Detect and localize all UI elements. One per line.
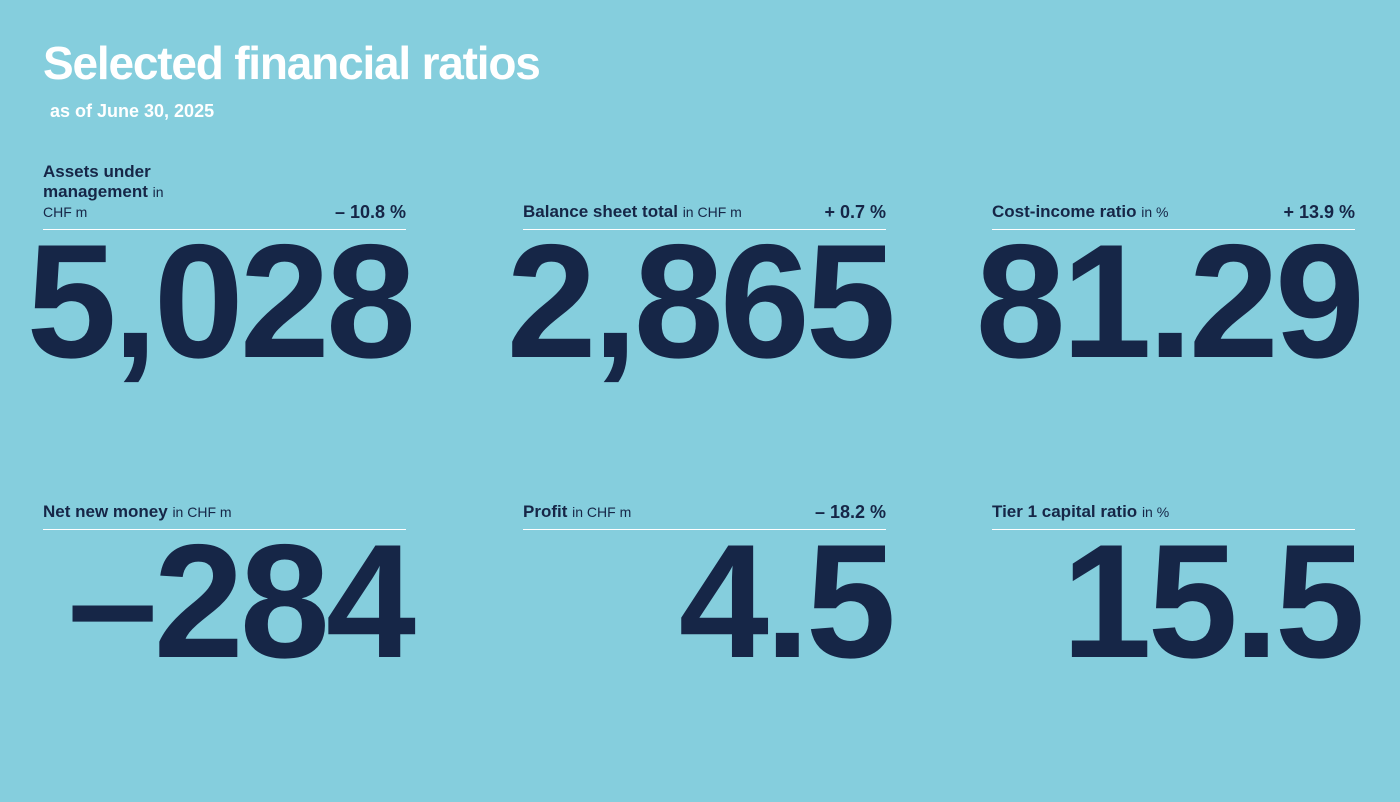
metric-label-group: Net new money in CHF m (43, 502, 293, 522)
metric-label: Profit (523, 502, 568, 521)
metric-label-group: Balance sheet total in CHF m (523, 202, 773, 222)
metric-value: 81.29 (975, 211, 1365, 392)
metric-label: Balance sheet total (523, 202, 678, 221)
page-subtitle: as of June 30, 2025 (50, 101, 215, 121)
metric-label-group: Tier 1 capital ratio in % (992, 502, 1242, 522)
metric-card-net-new-money: Net new money in CHF m –284 (43, 481, 416, 683)
metric-header: Net new money in CHF m (43, 481, 406, 530)
metric-label: Tier 1 capital ratio (992, 502, 1138, 521)
metric-change: – 18.2 % (814, 502, 886, 522)
metric-card-tier-1-capital-ratio: Tier 1 capital ratio in % 15.5 (992, 481, 1365, 683)
metric-label: Assets under management (43, 162, 151, 201)
metric-header: Tier 1 capital ratio in % (992, 481, 1355, 530)
metric-unit: in CHF m (572, 504, 632, 520)
metric-value: –284 (67, 511, 416, 692)
metric-card-profit: Profit in CHF m – 18.2 % 4.5 (523, 481, 896, 683)
metric-value: 5,028 (26, 211, 416, 392)
metric-change: + 13.9 % (1283, 202, 1355, 222)
metric-unit: in CHF m (43, 184, 164, 220)
metric-unit: in % (1141, 204, 1169, 220)
metric-change: – 10.8 % (334, 202, 406, 222)
metric-unit: in % (1141, 504, 1170, 520)
metric-header: Assets under management in CHF m – 10.8 … (43, 162, 406, 230)
metric-change: + 0.7 % (824, 202, 886, 222)
metric-value: 15.5 (1061, 511, 1365, 692)
metric-card-balance-sheet-total: Balance sheet total in CHF m + 0.7 % 2,8… (507, 181, 896, 383)
metric-unit: in CHF m (682, 204, 742, 220)
metric-label-group: Cost-income ratio in % (992, 202, 1242, 222)
metric-header: Balance sheet total in CHF m + 0.7 % (523, 181, 886, 230)
metric-card-cost-income-ratio: Cost-income ratio in % + 13.9 % 81.29 (976, 181, 1365, 383)
metric-value: 2,865 (506, 211, 896, 392)
metric-label: Net new money (43, 502, 168, 521)
metric-header: Profit in CHF m – 18.2 % (523, 481, 886, 530)
metric-unit: in CHF m (172, 504, 232, 520)
metric-card-assets-under-management: Assets under management in CHF m – 10.8 … (27, 162, 416, 383)
metric-label-group: Profit in CHF m (523, 502, 773, 522)
metric-label: Cost-income ratio (992, 202, 1137, 221)
page-title: Selected financial ratios (43, 37, 541, 89)
metric-header: Cost-income ratio in % + 13.9 % (992, 181, 1355, 230)
metric-value: 4.5 (678, 511, 896, 692)
metric-label-group: Assets under management in CHF m (43, 162, 193, 222)
